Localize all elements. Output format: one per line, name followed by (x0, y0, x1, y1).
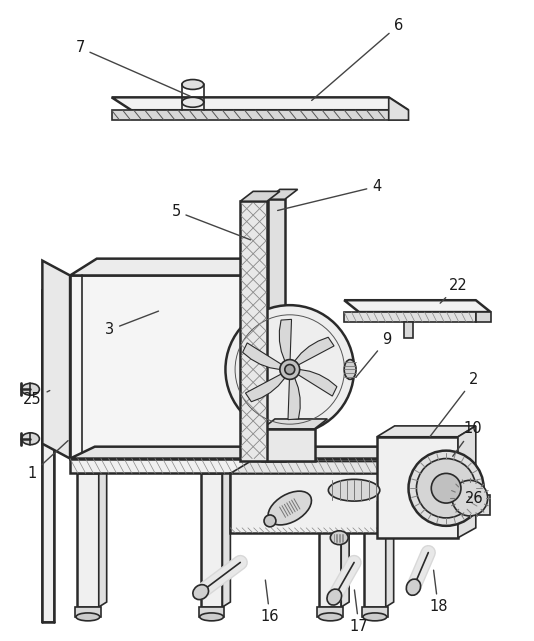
Ellipse shape (363, 613, 387, 621)
Polygon shape (377, 426, 476, 437)
Polygon shape (268, 199, 285, 460)
Text: 1: 1 (28, 440, 68, 481)
Polygon shape (476, 312, 491, 322)
Polygon shape (99, 465, 107, 607)
Circle shape (280, 360, 300, 379)
Polygon shape (112, 97, 409, 110)
Polygon shape (458, 426, 476, 538)
Circle shape (431, 474, 461, 503)
Polygon shape (262, 419, 327, 429)
Polygon shape (77, 474, 99, 607)
Polygon shape (389, 97, 409, 120)
Polygon shape (70, 447, 404, 458)
Polygon shape (362, 607, 388, 617)
Polygon shape (246, 374, 285, 402)
Polygon shape (394, 462, 413, 533)
Text: 16: 16 (261, 580, 279, 624)
Polygon shape (262, 429, 315, 460)
Text: 10: 10 (453, 421, 482, 456)
Polygon shape (379, 447, 404, 474)
Ellipse shape (193, 585, 209, 599)
Ellipse shape (182, 97, 203, 107)
Ellipse shape (406, 579, 421, 595)
Polygon shape (344, 312, 476, 322)
Circle shape (409, 451, 484, 526)
Text: 3: 3 (105, 311, 159, 337)
Polygon shape (341, 465, 349, 607)
Polygon shape (242, 343, 281, 369)
Ellipse shape (331, 531, 348, 545)
Ellipse shape (76, 613, 100, 621)
Polygon shape (386, 465, 394, 607)
Polygon shape (364, 474, 386, 607)
Polygon shape (268, 189, 297, 199)
Polygon shape (223, 465, 230, 607)
Ellipse shape (328, 479, 380, 501)
Polygon shape (199, 607, 224, 617)
Ellipse shape (318, 613, 342, 621)
Polygon shape (295, 337, 334, 365)
Text: 6: 6 (312, 17, 403, 101)
Polygon shape (319, 474, 341, 607)
Polygon shape (70, 458, 379, 474)
Polygon shape (201, 474, 223, 607)
Ellipse shape (21, 433, 40, 445)
Text: 5: 5 (171, 204, 250, 240)
Text: 17: 17 (350, 590, 368, 635)
Polygon shape (318, 607, 343, 617)
Polygon shape (42, 261, 70, 458)
Polygon shape (75, 607, 101, 617)
Text: 25: 25 (23, 390, 50, 406)
Bar (468, 495, 490, 515)
Ellipse shape (264, 515, 276, 527)
Circle shape (452, 480, 488, 516)
Polygon shape (230, 462, 413, 474)
Polygon shape (240, 192, 280, 201)
Ellipse shape (344, 360, 356, 379)
Circle shape (225, 305, 354, 434)
Text: 7: 7 (75, 40, 190, 96)
Polygon shape (288, 378, 300, 420)
Bar (70, 276, 253, 458)
Polygon shape (298, 369, 337, 396)
Text: 18: 18 (429, 570, 447, 615)
Polygon shape (240, 201, 267, 460)
Ellipse shape (327, 589, 342, 605)
Polygon shape (112, 110, 389, 120)
Polygon shape (344, 300, 491, 312)
Text: 26: 26 (465, 490, 483, 506)
Ellipse shape (182, 79, 203, 90)
Text: 2: 2 (430, 372, 478, 437)
Circle shape (285, 365, 295, 374)
Bar (404, 322, 413, 338)
Text: 4: 4 (278, 179, 381, 210)
Polygon shape (377, 437, 458, 538)
Polygon shape (279, 319, 292, 361)
Ellipse shape (21, 383, 40, 395)
Polygon shape (230, 474, 394, 533)
Text: 9: 9 (356, 332, 391, 378)
Text: 22: 22 (440, 278, 467, 303)
Ellipse shape (200, 613, 223, 621)
Circle shape (417, 458, 476, 518)
Bar (42, 290, 54, 622)
Ellipse shape (268, 491, 311, 525)
Polygon shape (70, 259, 280, 276)
